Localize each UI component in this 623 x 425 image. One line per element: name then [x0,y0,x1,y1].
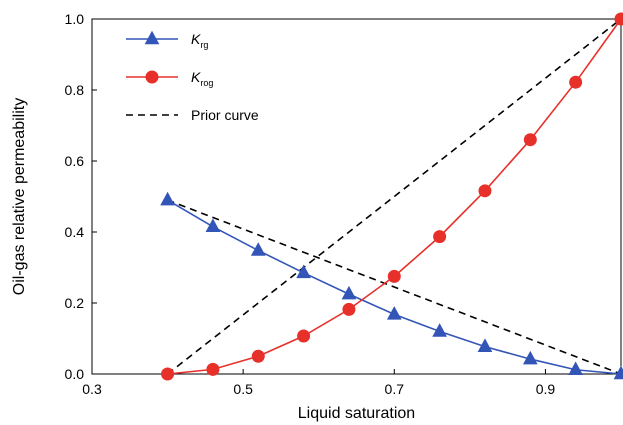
axes: 0.3 0.5 0.7 0.9 0.0 0.2 0.4 0.6 0.8 1.0 [65,11,622,397]
legend-marker [145,70,159,84]
prior-curve-line [167,199,622,375]
data-point [342,302,356,316]
data-point [614,12,623,26]
legend-label: Krog [191,69,213,88]
data-point [297,329,311,343]
data-point [568,361,583,376]
y-tick-label: 0.4 [65,224,85,240]
y-tick-label: 0.0 [65,366,85,382]
data-point [432,323,447,337]
x-axis-title: Liquid saturation [298,405,415,422]
series-layer [160,12,623,381]
data-point [251,349,265,363]
x-tick-label: 0.7 [385,381,405,397]
data-point [160,191,175,206]
y-tick-label: 0.8 [65,82,85,98]
plot-frame [91,18,622,375]
series-prior-curve [167,18,622,375]
data-point [433,230,447,244]
legend-item: Prior curve [126,107,259,123]
data-point [478,184,492,198]
series-k-rog [161,12,623,381]
x-tick-label: 0.9 [536,381,556,397]
data-point [250,242,266,256]
series-k-rg [160,191,623,380]
data-point [613,365,623,380]
legend-marker [144,30,160,45]
data-point [161,367,175,381]
legend-item: Krg [126,30,208,50]
y-tick-label: 0.2 [65,295,85,311]
data-point [296,264,311,279]
data-point [387,269,401,283]
legend-label: Prior curve [191,107,259,123]
prior-curve-line [167,18,622,375]
legend: Krg Krog Prior curve [126,30,259,123]
x-tick-label: 0.3 [82,381,102,397]
data-point [569,75,583,89]
x-tick-label: 0.5 [233,381,253,397]
data-point [341,285,357,300]
legend-label: Krg [191,31,208,50]
data-point [523,133,537,147]
legend-item: Krog [126,69,213,88]
data-point [205,218,221,232]
data-point [386,306,402,320]
data-point [206,362,220,376]
data-point [522,350,538,365]
data-point [477,338,493,352]
y-tick-label: 1.0 [65,11,85,27]
y-tick-label: 0.6 [65,153,85,169]
y-axis-title: Oil-gas relative permeability [11,98,28,295]
